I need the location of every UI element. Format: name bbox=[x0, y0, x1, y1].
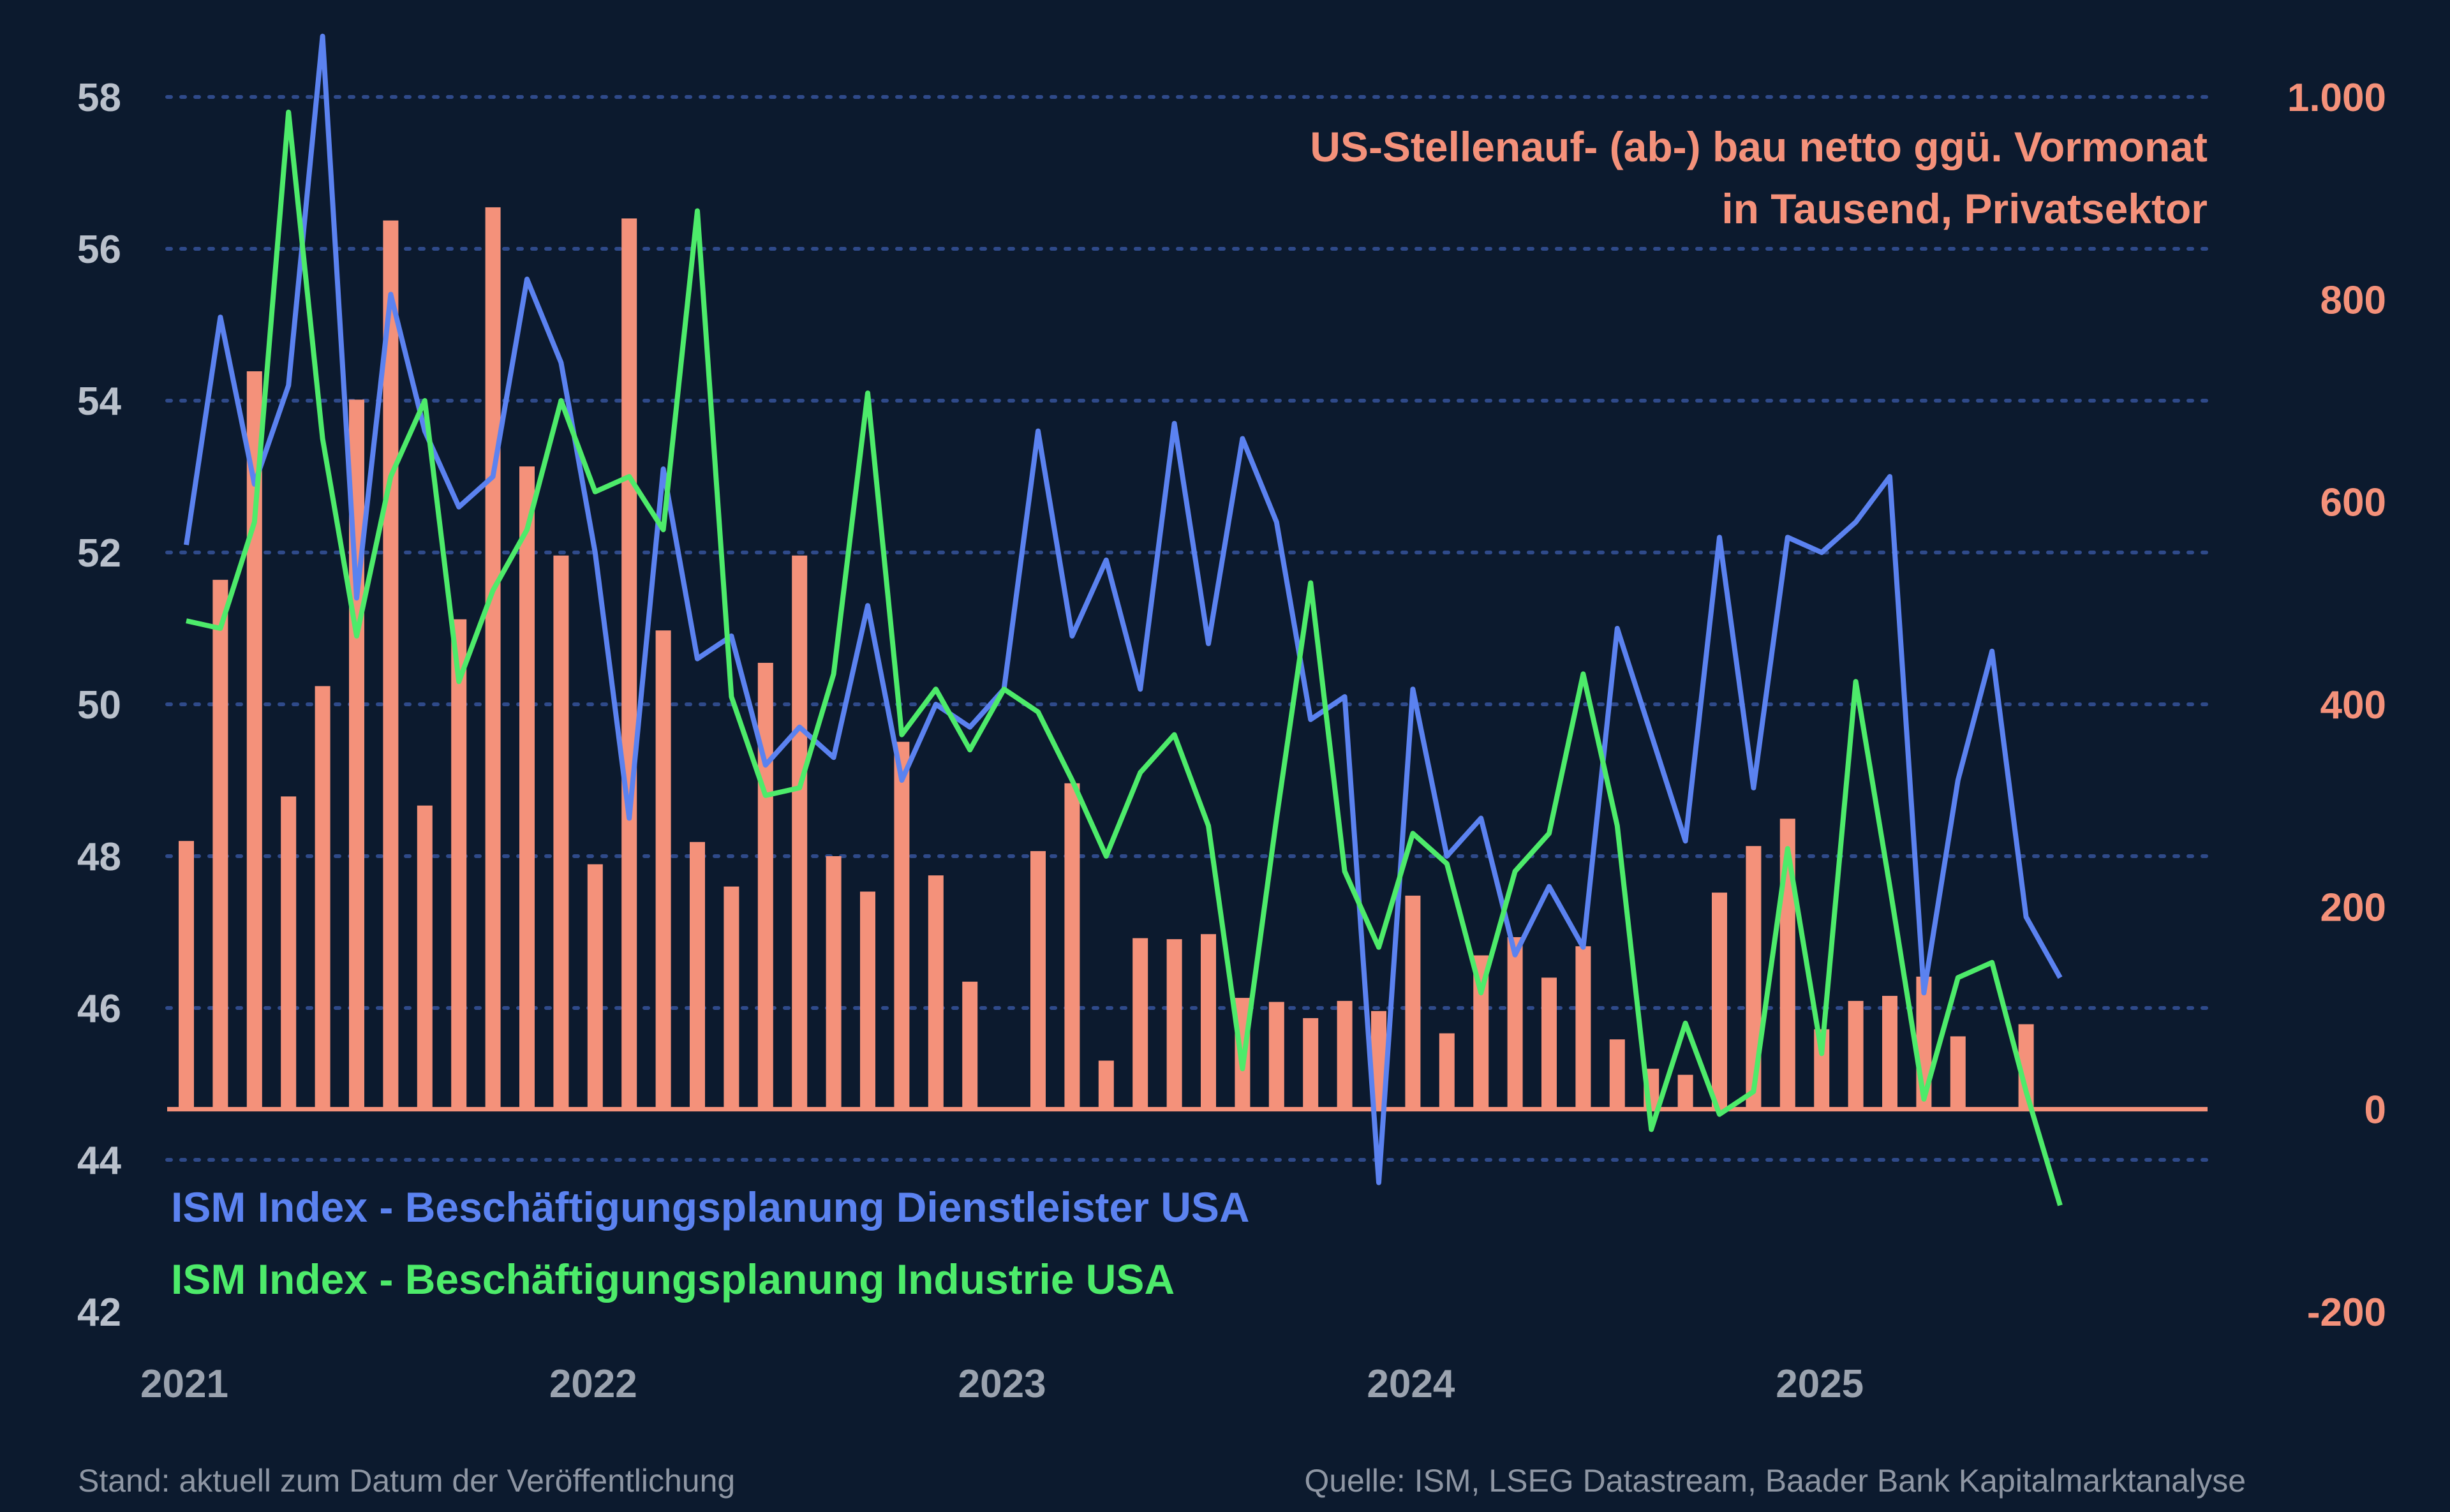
left-tick-label: 54 bbox=[77, 380, 121, 424]
bar bbox=[962, 981, 978, 1109]
bar bbox=[1677, 1074, 1693, 1109]
bar bbox=[1848, 1000, 1864, 1109]
left-tick-label: 48 bbox=[77, 835, 121, 879]
right-axis-title-line-1: US-Stellenauf- (ab-) bau netto ggü. Vorm… bbox=[1310, 123, 2208, 170]
left-tick-label: 44 bbox=[77, 1139, 121, 1183]
bar bbox=[1268, 1002, 1284, 1109]
bar bbox=[1712, 893, 1727, 1109]
left-tick-label: 50 bbox=[77, 683, 121, 727]
bar bbox=[1950, 1036, 1966, 1109]
bar bbox=[1132, 938, 1148, 1109]
right-tick-label: 400 bbox=[2320, 683, 2386, 727]
left-tick-label: 46 bbox=[77, 987, 121, 1031]
bar bbox=[1575, 946, 1591, 1109]
right-axis-ticks: 1.000 800 600 400 200 0 -200 bbox=[2287, 76, 2386, 1335]
right-tick-label: 800 bbox=[2320, 278, 2386, 322]
gridlines bbox=[165, 95, 2209, 1162]
bar bbox=[860, 891, 875, 1109]
line-services bbox=[184, 33, 2063, 1185]
bar bbox=[1098, 1060, 1114, 1109]
bar bbox=[1166, 939, 1182, 1109]
x-tick-label: 2023 bbox=[958, 1362, 1046, 1406]
bar bbox=[417, 805, 433, 1109]
right-tick-label: 200 bbox=[2320, 886, 2386, 930]
bar bbox=[1064, 783, 1080, 1109]
x-tick-label: 2025 bbox=[1776, 1362, 1864, 1406]
right-tick-label: 1.000 bbox=[2287, 76, 2386, 120]
left-axis-ticks: 58 56 54 52 50 48 46 44 42 bbox=[77, 76, 121, 1335]
bar bbox=[724, 886, 739, 1109]
bar bbox=[1439, 1033, 1455, 1109]
footer-source: Quelle: ISM, LSEG Datastream, Baader Ban… bbox=[1304, 1463, 2246, 1499]
x-tick-label: 2021 bbox=[140, 1362, 228, 1406]
bar bbox=[792, 555, 808, 1109]
bar bbox=[1609, 1039, 1625, 1109]
left-tick-label: 42 bbox=[77, 1291, 121, 1335]
x-axis-ticks: 2021 2022 2023 2024 2025 bbox=[140, 1362, 1864, 1406]
bar bbox=[315, 686, 330, 1109]
line-industry bbox=[186, 109, 2063, 1206]
bar bbox=[485, 207, 501, 1109]
bar bbox=[587, 864, 603, 1109]
bar bbox=[1201, 934, 1216, 1109]
bar bbox=[553, 555, 569, 1109]
bar bbox=[519, 466, 535, 1109]
bar bbox=[1541, 977, 1557, 1109]
bar bbox=[1882, 995, 1897, 1109]
bar bbox=[451, 619, 467, 1109]
bar bbox=[655, 630, 671, 1109]
bar bbox=[757, 662, 773, 1109]
line-series-group bbox=[184, 33, 2063, 1206]
bar bbox=[1303, 1018, 1319, 1109]
bar bbox=[212, 579, 228, 1109]
legend-services: ISM Index - Beschäftigungsplanung Dienst… bbox=[171, 1183, 1250, 1231]
left-tick-label: 52 bbox=[77, 531, 121, 575]
bar bbox=[1405, 895, 1421, 1109]
right-axis-title-line-2: in Tausend, Privatsektor bbox=[1721, 185, 2208, 232]
right-tick-label: 600 bbox=[2320, 481, 2386, 525]
right-tick-label: 0 bbox=[2365, 1088, 2386, 1132]
bar bbox=[826, 856, 842, 1109]
legend-industry: ISM Index - Beschäftigungsplanung Indust… bbox=[171, 1256, 1175, 1303]
bar bbox=[1337, 1000, 1353, 1109]
footer-status: Stand: aktuell zum Datum der Veröffentli… bbox=[78, 1463, 735, 1499]
bar bbox=[1507, 937, 1523, 1109]
left-tick-label: 56 bbox=[77, 228, 121, 272]
left-tick-label: 58 bbox=[77, 76, 121, 120]
bar bbox=[1030, 851, 1046, 1109]
bar bbox=[281, 796, 297, 1109]
bar bbox=[928, 875, 944, 1109]
right-tick-label: -200 bbox=[2307, 1291, 2386, 1335]
bar bbox=[690, 841, 705, 1109]
bar bbox=[179, 841, 194, 1109]
bar bbox=[621, 218, 637, 1109]
x-tick-label: 2022 bbox=[549, 1362, 637, 1406]
bar bbox=[383, 220, 399, 1109]
bar bbox=[894, 741, 910, 1109]
x-tick-label: 2024 bbox=[1367, 1362, 1455, 1406]
